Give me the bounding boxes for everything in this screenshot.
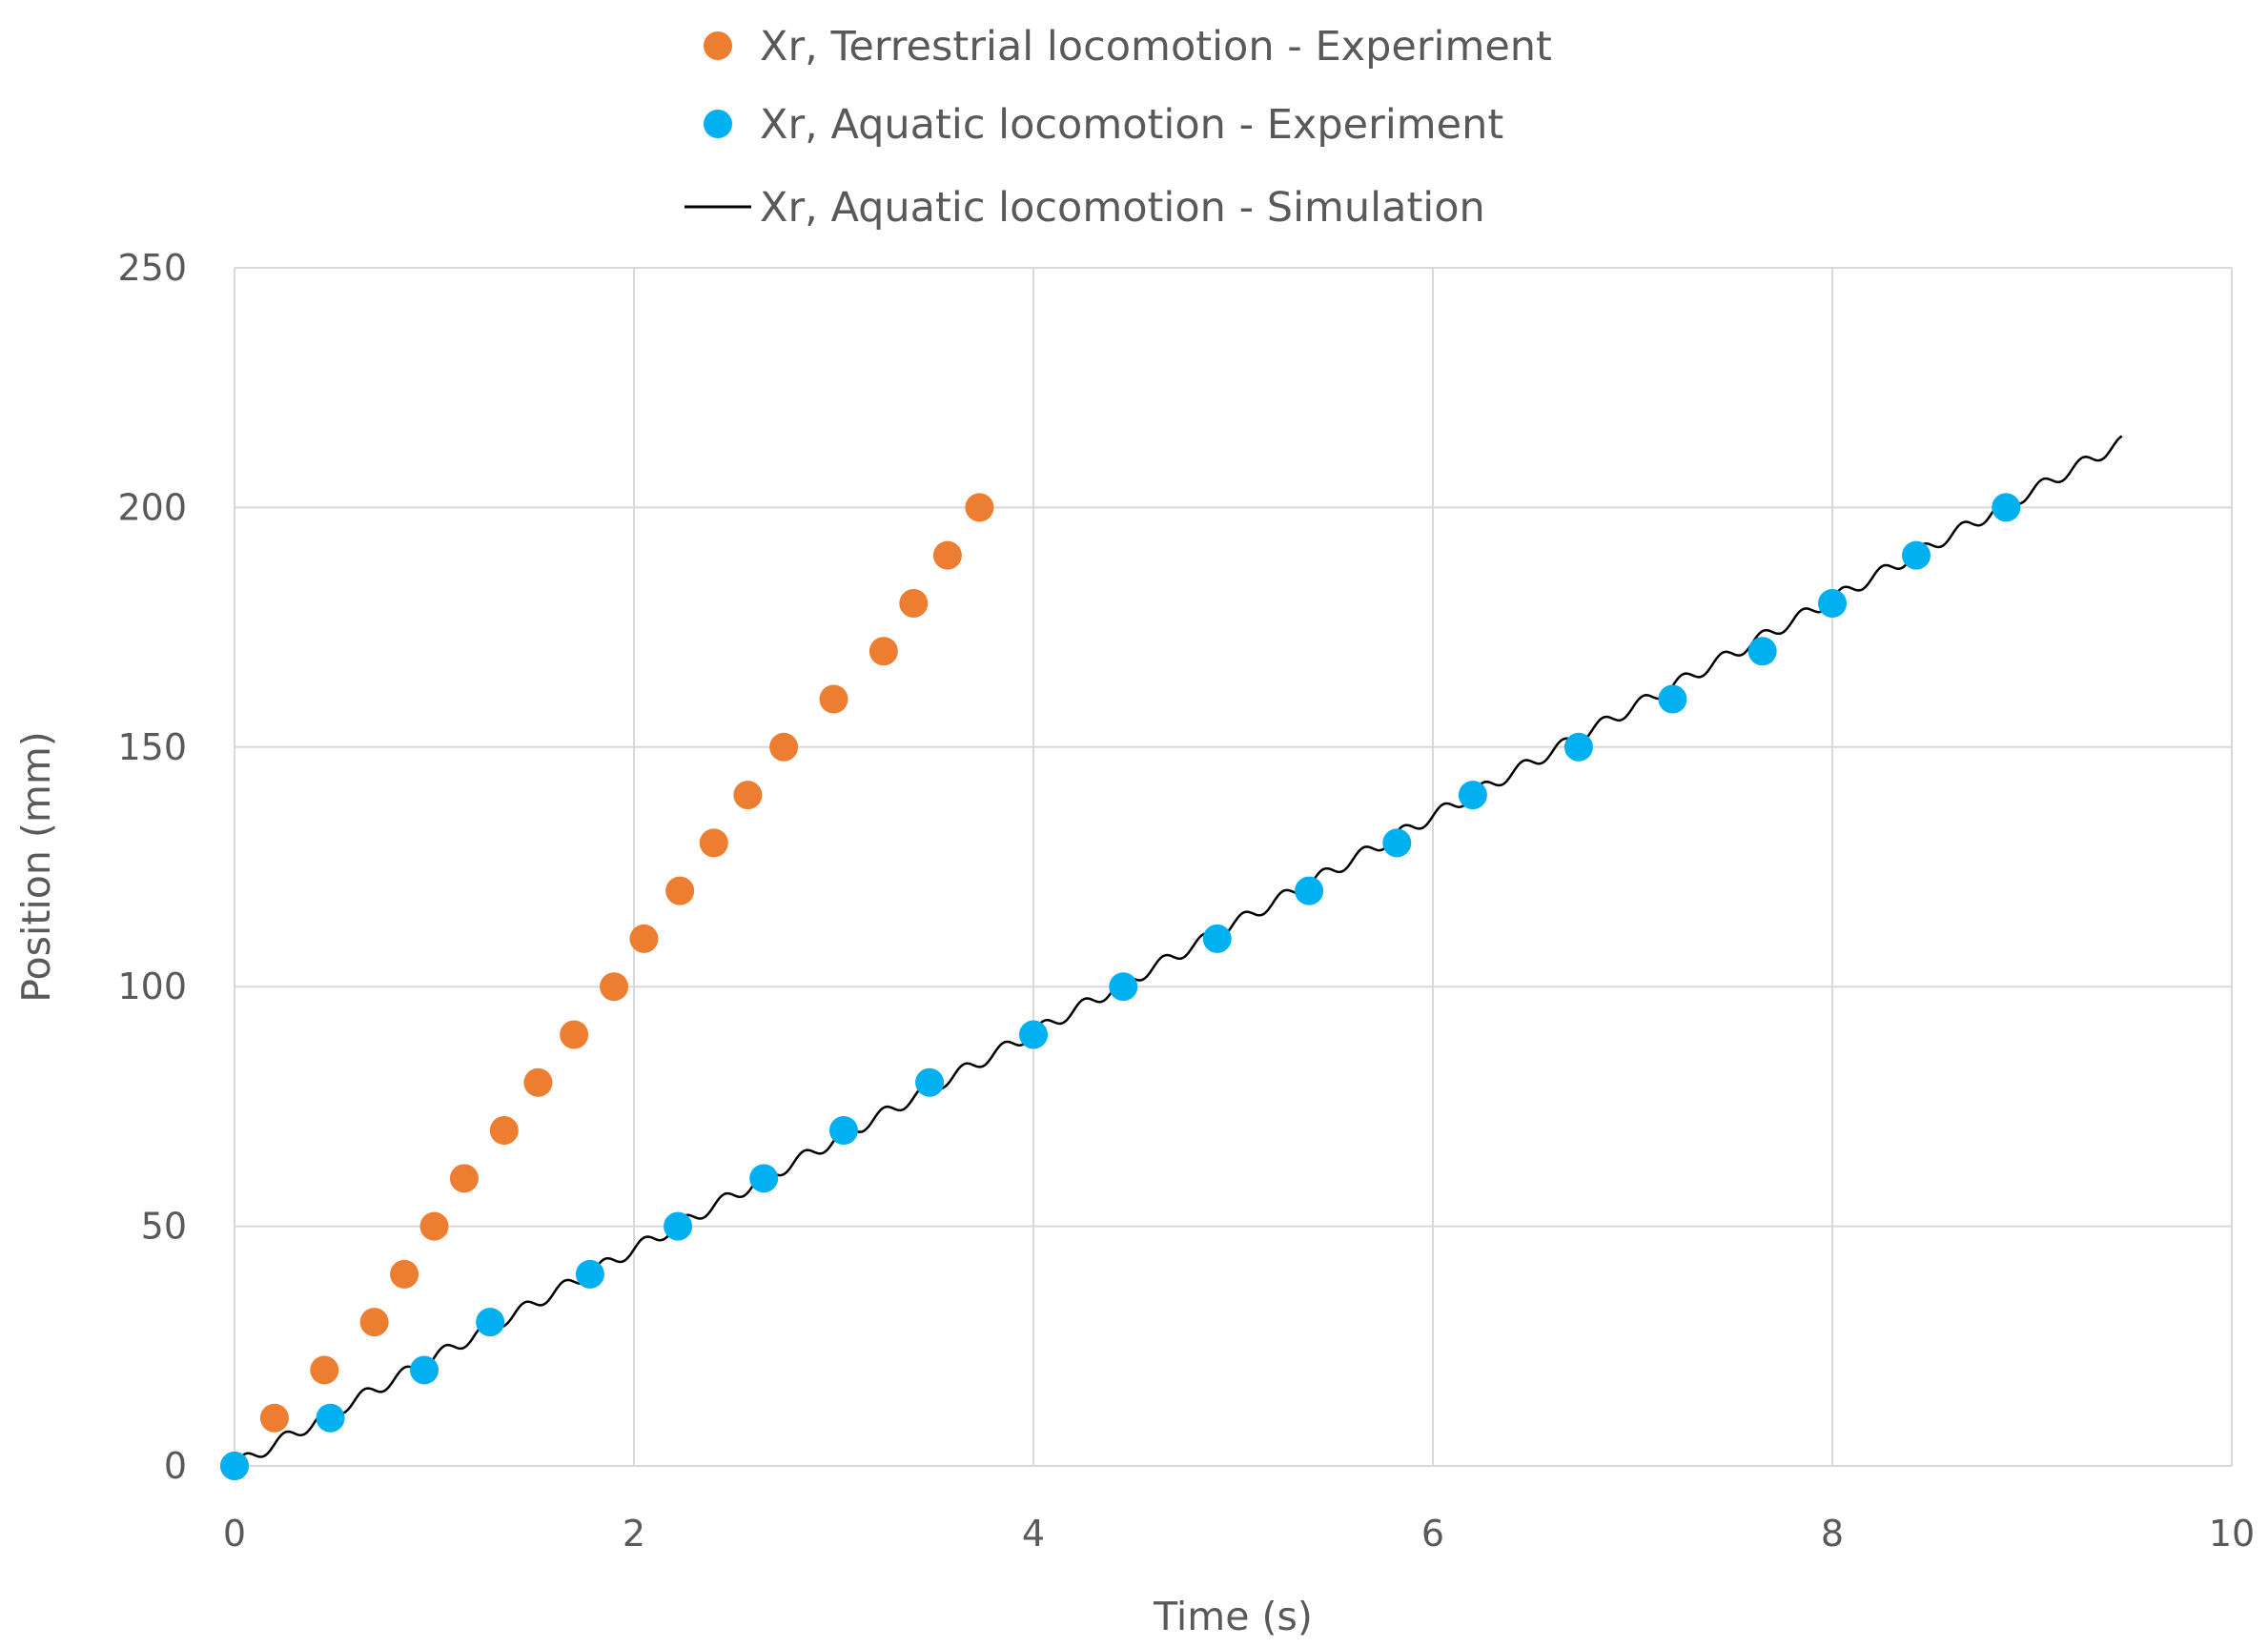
aquatic-point (1295, 876, 1324, 905)
aquatic-point (1109, 972, 1138, 1002)
y-tick-label: 150 (117, 726, 187, 768)
aquatic-point (316, 1403, 345, 1433)
terrestrial-point (390, 1259, 419, 1289)
aquatic-point (1563, 732, 1593, 762)
terrestrial-point (560, 1020, 589, 1049)
y-tick-label: 250 (117, 247, 187, 289)
aquatic-point (664, 1211, 693, 1241)
legend-marker-aquatic (704, 110, 732, 138)
terrestrial-point (665, 876, 695, 905)
aquatic-point (476, 1308, 505, 1337)
terrestrial-point (359, 1308, 389, 1337)
simulation-line (233, 435, 2123, 1467)
aquatic-point (1382, 828, 1412, 858)
terrestrial-point (819, 684, 848, 714)
legend-label: Xr, Terrestrial locomotion - Experiment (760, 23, 1552, 71)
terrestrial-point (310, 1355, 339, 1385)
terrestrial-point (965, 493, 994, 522)
legend-marker-terrestrial (704, 31, 732, 60)
terrestrial-point (699, 828, 728, 858)
y-tick-label: 50 (141, 1206, 187, 1248)
x-tick-label: 6 (1421, 1513, 1444, 1555)
aquatic-point (828, 1116, 858, 1146)
terrestrial-point (419, 1211, 449, 1241)
aquatic-point (1818, 588, 1847, 618)
terrestrial-point (769, 732, 799, 762)
grid (234, 267, 2233, 1467)
aquatic-point (1458, 781, 1487, 810)
aquatic-point (1901, 540, 1931, 570)
aquatic-point (1658, 684, 1687, 714)
aquatic-point (575, 1259, 604, 1289)
aquatic-point (220, 1452, 249, 1480)
x-tick-label: 2 (623, 1513, 645, 1555)
terrestrial-point (868, 637, 898, 666)
legend-label: Xr, Aquatic locomotion - Simulation (760, 184, 1485, 232)
terrestrial-point (449, 1164, 479, 1193)
x-tick-label: 8 (1821, 1513, 1844, 1555)
points-layer (220, 493, 2021, 1480)
aquatic-point (1202, 924, 1232, 953)
terrestrial-point (733, 781, 763, 810)
terrestrial-point (489, 1116, 519, 1146)
aquatic-point (1019, 1020, 1048, 1049)
legend: Xr, Terrestrial locomotion - Experiment X… (684, 23, 1552, 232)
aquatic-point (1747, 637, 1777, 666)
x-tick-label: 10 (2209, 1513, 2255, 1555)
aquatic-point (410, 1355, 439, 1385)
legend-label: Xr, Aquatic locomotion - Experiment (760, 101, 1503, 149)
terrestrial-point (629, 924, 659, 953)
x-tick-label: 4 (1022, 1513, 1045, 1555)
simulation-layer (233, 435, 2123, 1467)
terrestrial-point (899, 588, 929, 618)
terrestrial-point (259, 1403, 289, 1433)
y-tick-label: 200 (117, 486, 187, 528)
y-tick-label: 0 (164, 1445, 187, 1487)
aquatic-point (749, 1164, 779, 1193)
x-axis-title: Time (s) (1153, 1594, 1313, 1639)
terrestrial-point (600, 972, 629, 1002)
aquatic-point (915, 1068, 945, 1097)
y-axis-title: Position (mm) (13, 731, 59, 1003)
y-tick-label: 100 (117, 966, 187, 1007)
x-tick-label: 0 (223, 1513, 246, 1555)
terrestrial-point (932, 540, 962, 570)
aquatic-point (1992, 493, 2021, 522)
terrestrial-point (523, 1068, 553, 1097)
